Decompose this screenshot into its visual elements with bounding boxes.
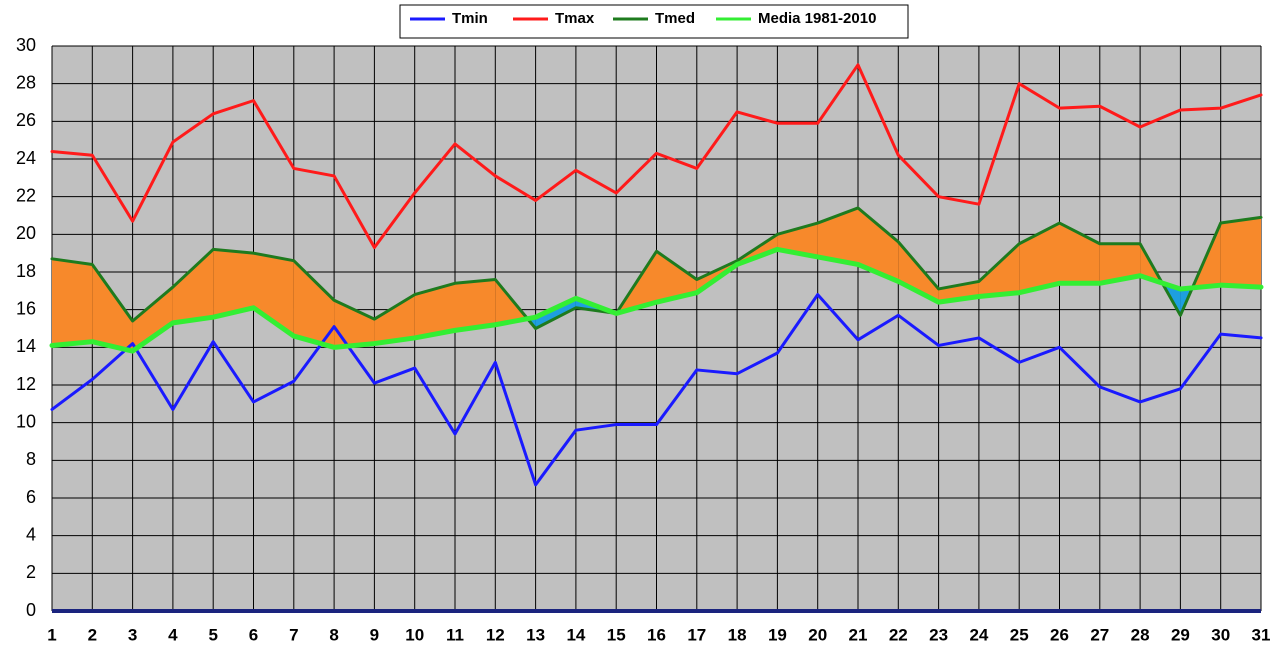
y-tick-label: 18 <box>16 261 36 281</box>
y-tick-label: 16 <box>16 298 36 318</box>
x-tick-label: 1 <box>47 625 56 644</box>
difference-area <box>898 241 939 303</box>
difference-area <box>455 279 496 331</box>
x-tick-label: 16 <box>647 625 666 644</box>
x-tick-label: 28 <box>1131 625 1150 644</box>
x-tick-label: 20 <box>808 625 827 644</box>
x-tick-label: 19 <box>768 625 787 644</box>
x-tick-label: 27 <box>1090 625 1109 644</box>
difference-area <box>978 243 1020 297</box>
x-tick-label: 7 <box>289 625 298 644</box>
difference-area <box>253 253 294 337</box>
x-tick-label: 24 <box>969 625 988 644</box>
x-tick-label: 11 <box>446 625 464 644</box>
x-tick-label: 14 <box>566 625 585 644</box>
series-line <box>50 293 1263 487</box>
legend-label: Tmax <box>555 10 595 27</box>
difference-area <box>52 258 93 346</box>
difference-area <box>213 249 254 318</box>
legend <box>399 4 909 39</box>
difference-area <box>1220 217 1261 288</box>
difference-area <box>1059 223 1100 284</box>
y-tick-label: 2 <box>26 562 36 582</box>
series-line <box>49 246 1264 354</box>
y-tick-label: 28 <box>16 72 36 92</box>
x-tick-label: 12 <box>486 625 505 644</box>
x-tick-label: 5 <box>208 625 217 644</box>
x-tick-label: 13 <box>526 625 545 644</box>
series-line <box>50 206 1263 330</box>
y-tick-label: 14 <box>16 336 36 356</box>
x-tick-label: 17 <box>687 625 706 644</box>
y-tick-label: 24 <box>16 148 36 168</box>
x-tick-label: 26 <box>1050 625 1069 644</box>
difference-area <box>817 207 858 265</box>
difference-area <box>92 264 133 352</box>
difference-area <box>1019 223 1060 293</box>
difference-area <box>858 207 899 282</box>
x-tick-label: 30 <box>1211 625 1230 644</box>
difference-area <box>535 298 576 329</box>
x-tick-label: 15 <box>607 625 626 644</box>
y-tick-label: 10 <box>16 411 36 431</box>
difference-area <box>374 294 415 344</box>
x-tick-label: 8 <box>329 625 338 644</box>
y-tick-label: 22 <box>16 185 36 205</box>
x-tick-label: 18 <box>728 625 747 644</box>
legend-label: Tmed <box>655 10 695 27</box>
x-tick-label: 3 <box>128 625 137 644</box>
y-tick-label: 20 <box>16 223 36 243</box>
y-tick-label: 30 <box>16 35 36 55</box>
difference-area <box>172 249 214 323</box>
series-line <box>50 63 1263 250</box>
y-tick-label: 8 <box>26 449 36 469</box>
x-tick-label: 9 <box>370 625 379 644</box>
x-tick-label: 22 <box>889 625 908 644</box>
x-tick-label: 6 <box>249 625 258 644</box>
x-tick-label: 2 <box>88 625 97 644</box>
y-tick-label: 6 <box>26 487 36 507</box>
legend-label: Media 1981-2010 <box>758 10 876 27</box>
x-tick-label: 25 <box>1010 625 1029 644</box>
y-tick-label: 12 <box>16 374 36 394</box>
x-tick-label: 10 <box>405 625 424 644</box>
difference-area <box>293 260 335 348</box>
difference-area <box>1099 243 1141 284</box>
legend-label: Tmin <box>452 10 488 27</box>
x-tick-label: 31 <box>1252 625 1271 644</box>
x-tick-label: 21 <box>849 625 868 644</box>
x-tick-label: 29 <box>1171 625 1190 644</box>
x-tick-label: 23 <box>929 625 948 644</box>
difference-area <box>656 251 697 303</box>
x-tick-label: 4 <box>168 625 178 644</box>
difference-area <box>132 287 173 352</box>
difference-area <box>334 300 375 348</box>
y-tick-label: 0 <box>26 600 36 620</box>
difference-area <box>414 283 455 338</box>
y-tick-label: 26 <box>16 110 36 130</box>
y-tick-label: 4 <box>26 524 36 544</box>
